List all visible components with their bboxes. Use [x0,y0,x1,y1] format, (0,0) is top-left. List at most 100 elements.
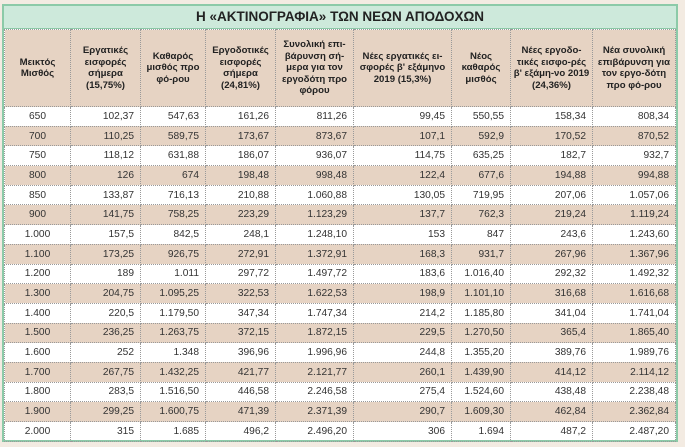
table-cell: 1.367,96 [592,243,676,265]
table-cell: 462,84 [510,401,593,422]
table-cell: 210,88 [205,184,276,206]
table-cell: 161,26 [205,106,276,127]
table-cell: 1.123,29 [275,204,354,226]
table-row: 850 133,87 716,13 210,88 1.060,88 130,05 719,9… [4,184,676,206]
table-cell: 1.685 [140,421,206,442]
table-cell: 847 [451,224,511,245]
table-cell: 267,96 [510,243,593,265]
column-header: Νέος καθαρός μισθός [451,29,511,107]
table-cell: 137,7 [353,204,452,226]
table-cell: 2.246,58 [275,381,354,403]
table-cell: 170,52 [510,125,593,147]
table-cell: 1.185,80 [451,302,511,324]
table-cell: 487,2 [510,421,593,442]
table-title: Η «ΑΚΤΙΝΟΓΡΑΦΙΑ» ΤΩΝ ΝΕΩΝ ΑΠΟΔΟΧΩΝ [4,6,676,29]
table-cell: 762,3 [451,204,511,226]
table-cell: 283,5 [70,381,141,403]
table-cell: 998,48 [275,165,354,186]
table-cell: 1.600,75 [140,401,206,422]
table-cell: 133,87 [70,184,141,206]
table-cell: 1.989,76 [592,342,676,363]
table-cell: 372,15 [205,322,276,344]
column-header: Νέα συνολική επιβάρυνση για τον εργο-δότ… [592,29,676,107]
table-cell: 1.060,88 [275,184,354,206]
table-cell: 650 [4,106,71,127]
table-cell: 1.694 [451,421,511,442]
table-cell: 122,4 [353,165,452,186]
column-header: Νέες εργοδο-τικές εισφο-ρές β' εξάμη-νο … [510,29,593,107]
table-cell: 1.900 [4,401,71,422]
table-cell: 204,75 [70,283,141,304]
table-cell: 2.487,20 [592,421,676,442]
table-cell: 414,12 [510,361,593,383]
table-cell: 1.747,34 [275,302,354,324]
table-cell: 389,76 [510,342,593,363]
table-cell: 126 [70,165,141,186]
table-cell: 1.996,96 [275,342,354,363]
table-cell: 267,75 [70,361,141,383]
table-cell: 396,96 [205,342,276,363]
table-cell: 229,5 [353,322,452,344]
column-header: Καθαρός μισθός προ φό-ρου [140,29,206,107]
table-cell: 589,75 [140,125,206,147]
table-cell: 1.095,25 [140,283,206,304]
table-cell: 1.741,04 [592,302,676,324]
table-cell: 1.439,90 [451,361,511,383]
table-cell: 260,1 [353,361,452,383]
table-cell: 1.000 [4,224,71,245]
table-row: 1.400 220,5 1.179,50 347,34 1.747,34 214,2 1.1… [4,302,676,324]
table-cell: 153 [353,224,452,245]
table-cell: 1.243,60 [592,224,676,245]
table-cell: 223,29 [205,204,276,226]
table-cell: 1.622,53 [275,283,354,304]
table-cell: 173,25 [70,243,141,265]
table-cell: 365,4 [510,322,593,344]
table-cell: 198,48 [205,165,276,186]
table-row: 650 102,37 547,63 161,26 811,26 99,45 550,55 15… [4,106,676,127]
table-row: 700 110,25 589,75 173,67 873,67 107,1 592,9 170… [4,125,676,147]
table-cell: 550,55 [451,106,511,127]
table-cell: 198,9 [353,283,452,304]
table-cell: 220,5 [70,302,141,324]
table-cell: 421,77 [205,361,276,383]
table-cell: 236,25 [70,322,141,344]
table-row: 2.000 315 1.685 496,2 2.496,20 306 1.694 487,2 2… [4,421,676,442]
table-cell: 719,95 [451,184,511,206]
table-row: 1.100 173,25 926,75 272,91 1.372,91 168,3 931,… [4,243,676,265]
table-row: 1.900 299,25 1.600,75 471,39 2.371,39 290,7 1.… [4,401,676,422]
table-cell: 168,3 [353,243,452,265]
table-cell: 347,34 [205,302,276,324]
table-cell: 936,07 [275,145,354,167]
table-cell: 306 [353,421,452,442]
table-cell: 700 [4,125,71,147]
column-header: Συνολική επι-βάρυνση σή-μερα για τον εργ… [275,29,354,107]
column-header: Εργοδοτικές εισφορές σήμερα (24,81%) [205,29,276,107]
table-cell: 2.000 [4,421,71,442]
table-cell: 2.362,84 [592,401,676,422]
table-cell: 2.121,77 [275,361,354,383]
table-cell: 808,34 [592,106,676,127]
table-cell: 2.238,48 [592,381,676,403]
table-cell: 842,5 [140,224,206,245]
table-cell: 341,04 [510,302,593,324]
table-cell: 631,88 [140,145,206,167]
table-cell: 1.300 [4,283,71,304]
table-cell: 1.497,72 [275,263,354,285]
table-cell: 316,68 [510,283,593,304]
salary-table: Μεικτός Μισθός Εργατικές εισφορές σήμερα … [4,29,676,442]
table-cell: 1.200 [4,263,71,285]
column-header: Εργατικές εισφορές σήμερα (15,75%) [70,29,141,107]
table-cell: 1.865,40 [592,322,676,344]
table-cell: 158,34 [510,106,593,127]
table-cell: 1.524,60 [451,381,511,403]
table-cell: 207,06 [510,184,593,206]
table-cell: 1.011 [140,263,206,285]
table-cell: 1.516,50 [140,381,206,403]
table-cell: 248,1 [205,224,276,245]
table-cell: 1.600 [4,342,71,363]
table-cell: 118,12 [70,145,141,167]
table-cell: 290,7 [353,401,452,422]
table-cell: 547,63 [140,106,206,127]
table-cell: 1.263,75 [140,322,206,344]
table-cell: 102,37 [70,106,141,127]
